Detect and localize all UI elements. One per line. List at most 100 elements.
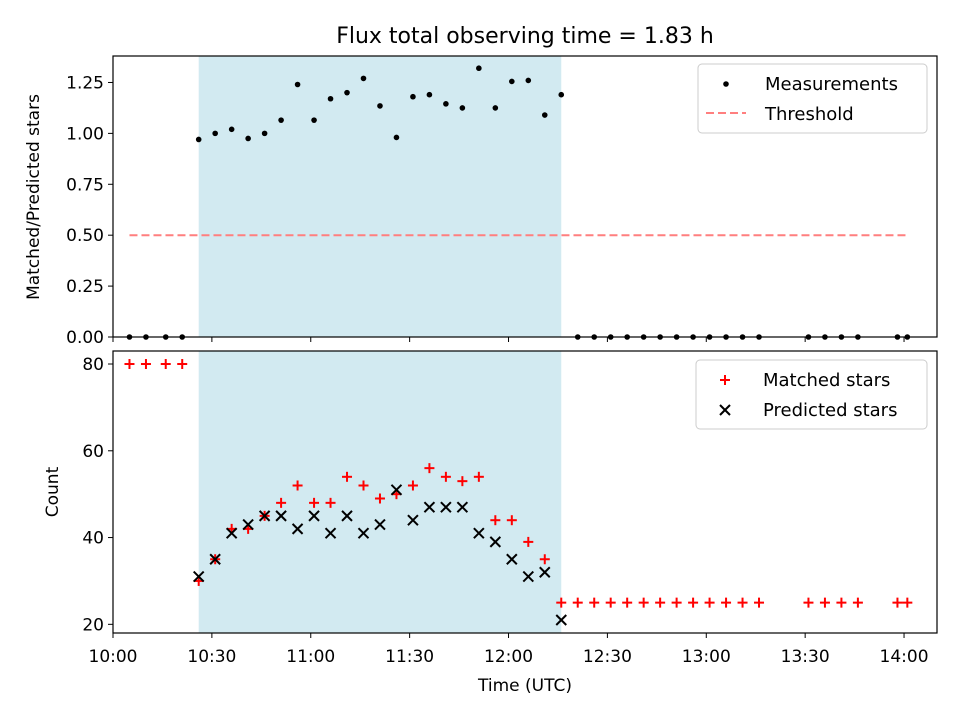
measurement-point (509, 78, 515, 85)
top-legend: Measurements Threshold (697, 63, 928, 134)
legend-predicted-marker (719, 404, 731, 416)
predicted-point (192, 570, 205, 583)
matched-point (852, 597, 863, 608)
top-xticks (112, 337, 905, 342)
predicted-point (539, 566, 551, 578)
measurement-point (195, 136, 202, 143)
bottom-plot-frame (112, 350, 938, 634)
top-ylabel: Matched/Predicted stars (24, 94, 44, 300)
x-tick-label: 12:00 (484, 647, 533, 667)
predicted-point (390, 484, 403, 496)
matched-point (407, 480, 418, 491)
matched-point (655, 597, 666, 608)
predicted-point (440, 501, 452, 513)
bottom-legend-box (695, 359, 928, 430)
matched-point (803, 597, 814, 608)
y-tick-label: 60 (82, 442, 104, 462)
top-plot-frame (112, 55, 938, 338)
predicted-point (308, 510, 320, 522)
matched-point (892, 597, 903, 608)
measurement-point (426, 91, 433, 98)
bottom-xticks: 10:00 10:30 11:00 11:30 12:00 12:30 13:00 13:30… (89, 633, 929, 667)
legend-measurements-label: Measurements (765, 74, 898, 95)
x-tick-label: 13:30 (781, 647, 830, 667)
measurement-point (245, 135, 251, 142)
predicted-point (341, 510, 353, 522)
y-tick-label: 0.50 (66, 226, 104, 246)
matched-point (374, 493, 385, 504)
matched-point (737, 597, 748, 608)
matched-point (309, 497, 320, 508)
measurement-point (443, 101, 449, 107)
matched-point (836, 597, 847, 608)
measurement-point (228, 126, 235, 133)
measurement-point (327, 95, 334, 102)
matched-point (556, 597, 567, 608)
matched-point (177, 359, 188, 370)
predicted-point (291, 523, 304, 535)
matched-point (572, 597, 583, 608)
measurement-point (541, 112, 548, 118)
predicted-point (522, 570, 535, 583)
legend-matched-label: Matched stars (763, 370, 890, 391)
x-tick-label: 14:00 (880, 647, 929, 667)
matched-point (819, 597, 830, 608)
matched-point (292, 480, 303, 491)
predicted-point (473, 527, 485, 539)
legend-matched-marker (720, 375, 730, 385)
y-tick-label: 80 (82, 355, 104, 375)
measurement-point (278, 117, 284, 123)
predicted-point (258, 510, 271, 522)
y-tick-label: 20 (82, 615, 104, 635)
matched-point (160, 359, 171, 370)
matched-point (539, 554, 550, 565)
top-subplot: 0.00 0.25 0.50 0.75 1.00 1.25 Matched/Predict… (24, 55, 938, 348)
predicted-point (407, 514, 419, 526)
measurement-point (459, 105, 466, 111)
measurement-point (360, 75, 367, 82)
matched-point (124, 359, 135, 370)
matched-point (688, 597, 699, 608)
matched-point (140, 359, 151, 370)
measurement-point (294, 81, 301, 88)
predicted-point (506, 553, 518, 565)
predicted-point (555, 614, 567, 626)
top-highlight-span (198, 56, 562, 337)
matched-point (358, 480, 369, 491)
matched-point (490, 515, 501, 526)
bottom-legend: Matched stars Predicted stars (695, 359, 928, 430)
predicted-point (324, 527, 337, 539)
predicted-series (192, 484, 567, 626)
y-tick-label: 1.00 (66, 124, 104, 144)
matched-point (523, 536, 534, 547)
y-tick-label: 0.00 (66, 328, 104, 348)
y-tick-label: 0.75 (66, 175, 104, 195)
measurement-point (212, 130, 218, 137)
legend-plus-glyph (720, 375, 730, 385)
legend-threshold-label: Threshold (764, 104, 854, 125)
matched-point (473, 471, 484, 482)
matched-point (704, 597, 715, 608)
predicted-point (242, 518, 254, 531)
bottom-yticks: 20 40 60 80 (82, 355, 113, 635)
matched-point (457, 476, 468, 487)
measurement-point (525, 77, 532, 84)
measurement-point (393, 134, 400, 141)
y-tick-label: 1.25 (66, 73, 104, 93)
measurement-point (558, 91, 565, 98)
measurement-point (377, 103, 383, 109)
predicted-point (209, 553, 221, 565)
measurement-point (344, 89, 350, 96)
x-tick-label: 11:30 (385, 647, 434, 667)
matched-point (440, 471, 451, 482)
x-tick-label: 12:30 (583, 647, 632, 667)
y-tick-label: 40 (82, 529, 104, 549)
matched-point (754, 597, 765, 608)
x-tick-label: 10:00 (89, 647, 138, 667)
matched-point (589, 597, 600, 608)
measurement-point (492, 105, 499, 111)
matched-point (721, 597, 732, 608)
bottom-highlight-span (198, 351, 562, 633)
matched-point (902, 597, 913, 608)
